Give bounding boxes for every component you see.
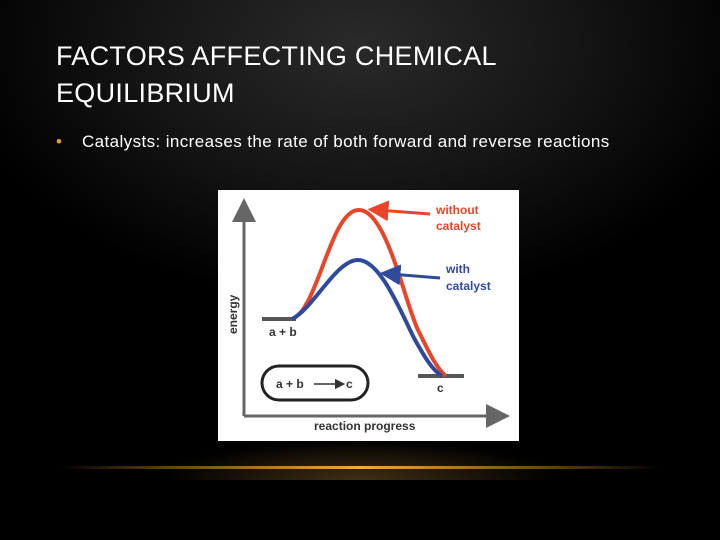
product-label: c [437, 381, 444, 395]
without-catalyst-arrow [367, 200, 431, 222]
bullet-marker: • [56, 132, 62, 151]
with-catalyst-label-1: with [445, 262, 470, 276]
energy-diagram-svg: energy reaction progress a + b c without… [226, 198, 510, 433]
reaction-box-left: a + b [276, 377, 304, 391]
without-catalyst-label-2: catalyst [436, 219, 481, 233]
footer-glow [160, 440, 560, 480]
with-catalyst-label-2: catalyst [446, 279, 491, 293]
with-catalyst-arrow [379, 264, 441, 286]
without-catalyst-label-1: without [435, 203, 479, 217]
reaction-box-right: c [346, 377, 353, 391]
energy-diagram: energy reaction progress a + b c without… [218, 190, 519, 441]
footer-divider [60, 466, 660, 469]
reaction-box [260, 364, 370, 402]
y-axis-label: energy [226, 294, 240, 334]
curve-without-catalyst [291, 207, 448, 378]
bullet-text: Catalysts: increases the rate of both fo… [82, 132, 610, 151]
x-axis-label: reaction progress [314, 419, 416, 433]
reactant-label: a + b [269, 325, 297, 339]
bullet-item: • Catalysts: increases the rate of both … [56, 130, 656, 154]
slide-title: FACTORS AFFECTING CHEMICAL EQUILIBRIUM [56, 41, 496, 108]
